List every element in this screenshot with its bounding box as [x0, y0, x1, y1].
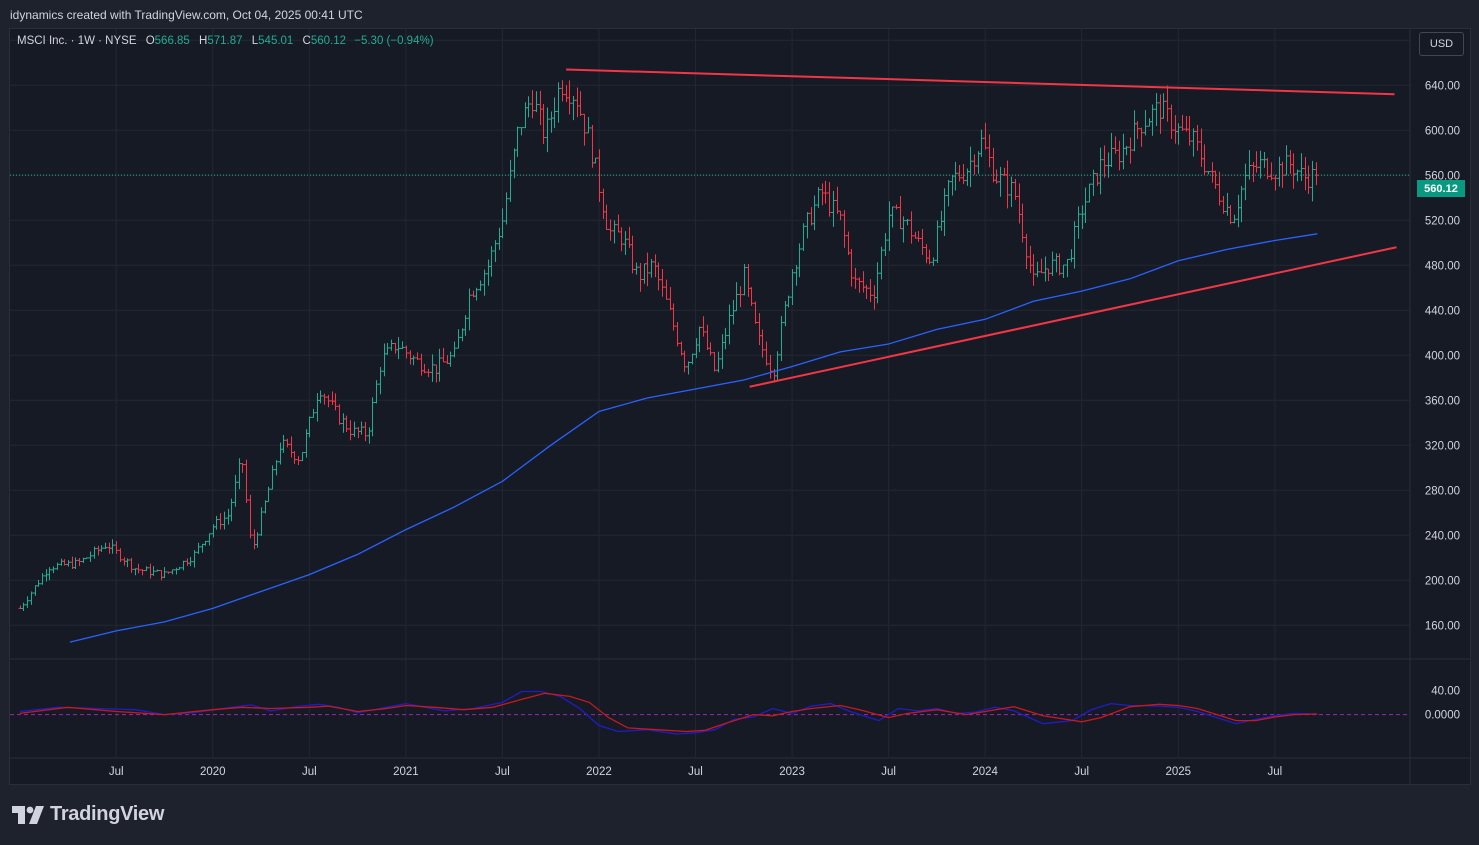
grid-lines [10, 29, 1470, 784]
trendline [749, 246, 1397, 388]
time-tick-label: Jul [688, 766, 703, 778]
oscillator-tick-label: 0.0000 [1425, 710, 1460, 722]
moving-average [69, 233, 1318, 643]
oscillator-tick-label: 40.00 [1431, 685, 1460, 697]
time-axis: Jul 2020 Jul 2021 Jul 2022 Jul 2023 Jul 2024 Jul 20… [109, 766, 1282, 778]
price-tick-label: 560.00 [1425, 170, 1460, 182]
price-tick-label: 160.00 [1425, 620, 1460, 632]
high-label: H [199, 35, 208, 47]
open-value: 566.85 [154, 35, 190, 47]
symbol-name: MSCI Inc. · 1W · NYSE [17, 35, 137, 47]
attribution-text: idynamics created with TradingView.com, … [10, 8, 363, 22]
price-tick-label: 320.00 [1425, 440, 1460, 452]
time-tick-label: 2025 [1165, 766, 1191, 778]
price-tick-label: 360.00 [1425, 395, 1460, 407]
top-bar: idynamics created with TradingView.com, … [0, 0, 1479, 28]
time-tick-label: Jul [495, 766, 510, 778]
price-tick-label: 520.00 [1425, 215, 1460, 227]
time-tick-label: Jul [302, 766, 317, 778]
low-label: L [251, 35, 259, 47]
price-tick-label: 480.00 [1425, 260, 1460, 272]
currency-button[interactable]: USD [1419, 32, 1464, 56]
moving-average-line [69, 233, 1318, 643]
time-tick-label: 2022 [586, 766, 612, 778]
price-tick-label: 640.00 [1425, 80, 1460, 92]
price-tick-label: 280.00 [1425, 485, 1460, 497]
symbol-legend: MSCI Inc. · 1W · NYSE O566.85 H571.87 L5… [17, 35, 434, 47]
price-tick-label: 600.00 [1425, 125, 1460, 137]
close-value: 560.12 [310, 35, 347, 47]
price-tick-label: 200.00 [1425, 575, 1460, 587]
oscillator-line [19, 692, 1318, 733]
price-tick-label: 240.00 [1425, 530, 1460, 542]
tradingview-logo-icon [12, 805, 44, 824]
price-tick-label: 400.00 [1425, 350, 1460, 362]
time-tick-label: Jul [109, 766, 124, 778]
time-tick-label: 2023 [779, 766, 805, 778]
time-tick-label: 2024 [972, 766, 998, 778]
time-tick-label: Jul [1074, 766, 1089, 778]
brand-name: TradingView [50, 803, 165, 825]
close-label: C [302, 35, 311, 47]
oscillator-panel [10, 690, 1410, 735]
last-price-tag: 560.12 [1417, 180, 1465, 197]
time-tick-label: 2020 [200, 766, 226, 778]
trendlines [566, 68, 1397, 388]
time-tick-label: Jul [881, 766, 896, 778]
open-label: O [145, 35, 155, 47]
tradingview-brand[interactable]: TradingView [12, 803, 164, 826]
time-tick-label: 2021 [393, 766, 419, 778]
oscillator-line [19, 690, 1318, 735]
time-tick-label: Jul [1267, 766, 1282, 778]
high-value: 571.87 [207, 35, 243, 47]
change-value: −5.30 (−0.94%) [354, 35, 434, 47]
price-axis: 160.00 200.00 240.00 280.00 320.00 360.00 400.… [1425, 35, 1460, 721]
price-tick-label: 440.00 [1425, 305, 1460, 317]
trendline [566, 68, 1395, 96]
price-bars [18, 80, 1319, 612]
low-value: 545.01 [258, 35, 294, 47]
